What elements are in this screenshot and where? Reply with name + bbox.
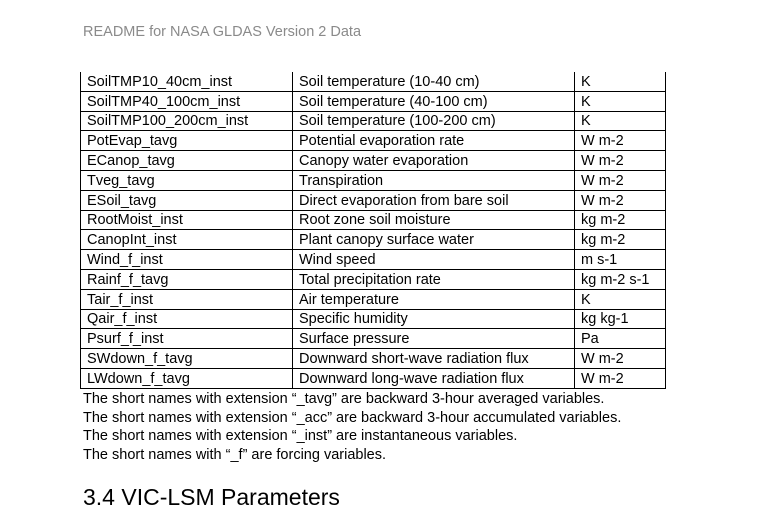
short-name-cell: Wind_f_inst xyxy=(80,249,293,270)
table-row: SoilTMP10_40cm_inst Soil temperature (10-… xyxy=(80,72,666,92)
table-row: ECanop_tavg Canopy water evaporation W m-2 xyxy=(80,150,666,171)
units-cell: W m-2 xyxy=(574,189,666,211)
table-row: RootMoist_inst Root zone soil moisture kg … xyxy=(80,209,666,231)
short-name-cell: CanopInt_inst xyxy=(80,229,293,251)
short-name-cell: Rainf_f_tavg xyxy=(80,268,293,290)
short-name-cell: ECanop_tavg xyxy=(80,150,293,171)
description-cell: Total precipitation rate xyxy=(292,268,575,290)
table-row: SoilTMP40_100cm_inst Soil temperature (40… xyxy=(80,90,666,112)
short-name-cell: PotEvap_tavg xyxy=(80,130,293,152)
units-cell: K xyxy=(574,110,666,132)
variables-table: SoilTMP10_40cm_inst Soil temperature (10-… xyxy=(80,72,666,389)
table-row: Rainf_f_tavg Total precipitation rate kg m… xyxy=(80,268,666,290)
note-line: The short names with “_f” are forcing va… xyxy=(83,446,387,463)
short-name-cell: SoilTMP10_40cm_inst xyxy=(80,72,293,92)
units-cell: W m-2 xyxy=(574,150,666,171)
units-cell: W m-2 xyxy=(574,348,666,369)
units-cell: K xyxy=(574,72,666,92)
units-cell: K xyxy=(574,288,666,310)
table-row: PotEvap_tavg Potential evaporation rate W … xyxy=(80,130,666,152)
units-cell: Pa xyxy=(574,328,666,350)
note-line: The short names with extension “_acc” ar… xyxy=(83,409,622,426)
units-cell: W m-2 xyxy=(574,367,666,389)
table-row: SoilTMP100_200cm_inst Soil temperature (1… xyxy=(80,110,666,132)
description-cell: Transpiration xyxy=(292,169,575,191)
description-cell: Wind speed xyxy=(292,249,575,270)
description-cell: Downward short-wave radiation flux xyxy=(292,348,575,369)
short-name-cell: SoilTMP40_100cm_inst xyxy=(80,90,293,112)
table-row: Wind_f_inst Wind speed m s-1 xyxy=(80,249,666,270)
description-cell: Root zone soil moisture xyxy=(292,209,575,231)
description-cell: Soil temperature (40-100 cm) xyxy=(292,90,575,112)
table-row: Tveg_tavg Transpiration W m-2 xyxy=(80,169,666,191)
units-cell: W m-2 xyxy=(574,130,666,152)
table-row: Tair_f_inst Air temperature K xyxy=(80,288,666,310)
short-name-cell: RootMoist_inst xyxy=(80,209,293,231)
notes: The short names with extension “_tavg” a… xyxy=(83,390,621,464)
table-row: SWdown_f_tavg Downward short-wave radiati… xyxy=(80,348,666,369)
units-cell: kg kg-1 xyxy=(574,308,666,330)
description-cell: Downward long-wave radiation flux xyxy=(292,367,575,389)
description-cell: Air temperature xyxy=(292,288,575,310)
section-heading: 3.4 VIC-LSM Parameters xyxy=(83,484,340,510)
note-line: The short names with extension “_tavg” a… xyxy=(83,391,605,407)
page-header: README for NASA GLDAS Version 2 Data xyxy=(83,24,362,40)
table-row: Psurf_f_inst Surface pressure Pa xyxy=(80,328,666,350)
units-cell: kg m-2 xyxy=(574,229,666,251)
table-row: Qair_f_inst Specific humidity kg kg-1 xyxy=(80,308,666,330)
description-cell: Potential evaporation rate xyxy=(292,130,575,152)
table-row: LWdown_f_tavg Downward long-wave radiatio… xyxy=(80,367,666,389)
short-name-cell: Tair_f_inst xyxy=(80,288,293,310)
short-name-cell: Tveg_tavg xyxy=(80,169,293,191)
short-name-cell: LWdown_f_tavg xyxy=(80,367,293,389)
short-name-cell: Qair_f_inst xyxy=(80,308,293,330)
short-name-cell: SoilTMP100_200cm_inst xyxy=(80,110,293,132)
description-cell: Soil temperature (100-200 cm) xyxy=(292,110,575,132)
note-line: The short names with extension “_inst” a… xyxy=(83,428,518,445)
description-cell: Soil temperature (10-40 cm) xyxy=(292,72,575,92)
units-cell: kg m-2 s-1 xyxy=(574,268,666,290)
table-row: ESoil_tavg Direct evaporation from bare s… xyxy=(80,189,666,211)
units-cell: K xyxy=(574,90,666,112)
description-cell: Direct evaporation from bare soil xyxy=(292,189,575,211)
description-cell: Plant canopy surface water xyxy=(292,229,575,251)
description-cell: Specific humidity xyxy=(292,308,575,330)
description-cell: Canopy water evaporation xyxy=(292,150,575,171)
units-cell: kg m-2 xyxy=(574,209,666,231)
units-cell: W m-2 xyxy=(574,169,666,191)
description-cell: Surface pressure xyxy=(292,328,575,350)
table-row: CanopInt_inst Plant canopy surface water k… xyxy=(80,229,666,251)
short-name-cell: ESoil_tavg xyxy=(80,189,293,211)
short-name-cell: SWdown_f_tavg xyxy=(80,348,293,369)
short-name-cell: Psurf_f_inst xyxy=(80,328,293,350)
units-cell: m s-1 xyxy=(574,249,666,270)
